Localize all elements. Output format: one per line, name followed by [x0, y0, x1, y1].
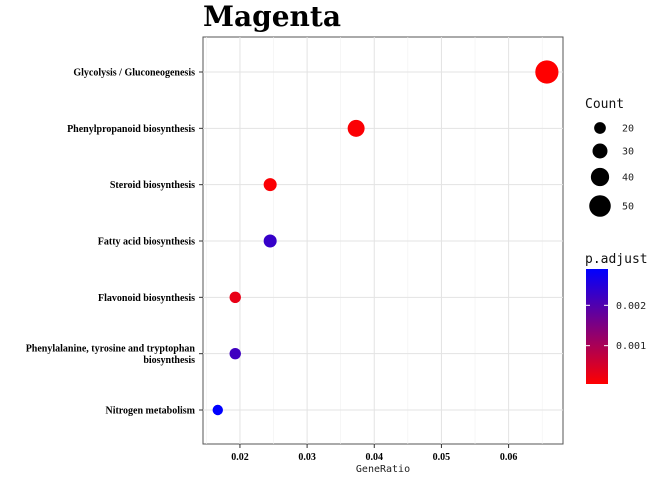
count-legend-label: 40 [622, 173, 634, 184]
count-legend-key [590, 167, 610, 187]
count-legend-key [594, 122, 606, 134]
p-adjust-colorbar [586, 269, 608, 384]
grid-lines [203, 37, 563, 444]
p-adjust-legend-label: 0.002 [616, 301, 646, 312]
chart-title: Magenta [203, 0, 341, 33]
data-point [212, 404, 223, 416]
count-legend-label: 20 [622, 124, 634, 135]
p-adjust-legend: p.adjust 0.001 0.002 [585, 252, 648, 384]
count-legend: Count 20 30 40 50 [585, 97, 634, 217]
category-label: Steroid biosynthesis [110, 180, 195, 191]
x-tick-label: 0.02 [231, 452, 249, 463]
count-legend-key [592, 143, 608, 159]
category-label: Fatty acid biosynthesis [98, 237, 195, 248]
p-adjust-legend-title: p.adjust [585, 252, 648, 267]
data-point [535, 60, 559, 84]
x-tick-label: 0.04 [366, 452, 384, 463]
data-point [263, 178, 277, 192]
data-point [229, 291, 241, 304]
data-point [229, 347, 241, 360]
category-label: Phenylalanine, tyrosine and tryptophan [26, 343, 196, 354]
p-adjust-legend-label: 0.001 [616, 341, 646, 352]
x-axis-ticks: 0.02 0.03 0.04 0.05 0.06 [231, 444, 517, 463]
category-label: Flavonoid biosynthesis [98, 293, 195, 304]
count-legend-key [589, 195, 611, 217]
count-legend-title: Count [585, 97, 624, 112]
category-label: biosynthesis [143, 355, 195, 366]
x-tick-label: 0.05 [433, 452, 451, 463]
data-point [347, 119, 365, 137]
count-legend-label: 50 [622, 202, 634, 213]
category-labels: Glycolysis / Gluconeogenesis Phenylpropan… [26, 68, 203, 417]
category-label: Phenylpropanoid biosynthesis [67, 124, 195, 135]
category-label: Nitrogen metabolism [105, 406, 195, 417]
data-points [212, 60, 559, 416]
x-tick-label: 0.06 [500, 452, 518, 463]
x-axis-title: GeneRatio [356, 464, 410, 475]
count-legend-label: 30 [622, 147, 634, 158]
data-point [263, 234, 277, 248]
category-label: Glycolysis / Gluconeogenesis [73, 68, 195, 79]
x-tick-label: 0.03 [298, 452, 316, 463]
